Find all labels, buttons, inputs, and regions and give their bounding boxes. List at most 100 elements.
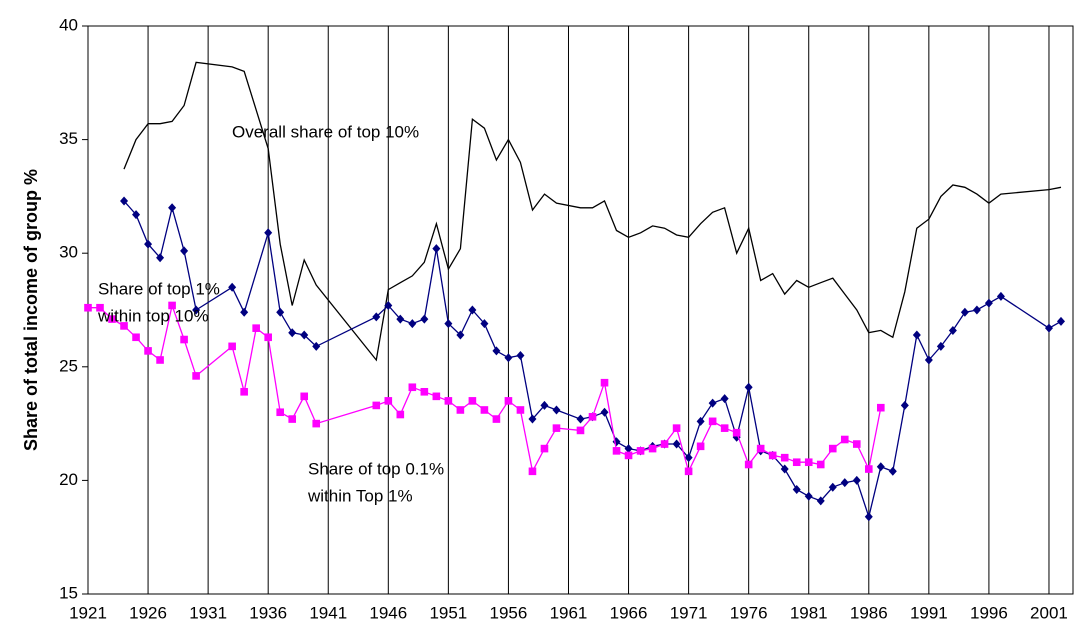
diamond-marker xyxy=(792,484,801,494)
square-marker xyxy=(732,428,741,437)
square-marker xyxy=(456,406,465,414)
square-marker xyxy=(408,383,417,392)
x-tick-label: 1921 xyxy=(69,603,107,622)
diamond-marker xyxy=(408,319,417,329)
square-marker xyxy=(877,403,885,412)
x-tick-label: 1996 xyxy=(970,603,1008,622)
square-marker xyxy=(228,342,236,351)
x-tick-label: 1991 xyxy=(910,603,948,622)
square-marker xyxy=(516,406,525,414)
diamond-marker xyxy=(384,300,393,310)
square-marker xyxy=(276,408,284,417)
diamond-marker xyxy=(156,253,165,263)
x-tick-label: 1976 xyxy=(730,603,768,622)
diamond-marker xyxy=(972,305,981,315)
square-marker xyxy=(192,372,200,380)
square-marker xyxy=(384,397,393,405)
x-tick-label: 1926 xyxy=(129,603,167,622)
diamond-marker xyxy=(876,462,885,472)
x-tick-label: 1986 xyxy=(850,603,888,622)
y-tick-label: 30 xyxy=(59,243,78,262)
y-tick-label: 15 xyxy=(59,583,78,602)
square-marker xyxy=(144,347,152,355)
diamond-marker xyxy=(144,239,153,249)
square-marker xyxy=(576,426,585,435)
square-marker xyxy=(396,410,405,419)
square-marker xyxy=(840,435,849,444)
diamond-marker xyxy=(576,414,585,424)
diamond-marker xyxy=(828,482,837,492)
diamond-marker xyxy=(264,228,273,238)
square-marker xyxy=(864,465,873,473)
diamond-marker xyxy=(948,325,957,335)
annotation: Share of top 0.1% xyxy=(308,459,444,478)
square-marker xyxy=(780,453,789,462)
diamond-marker xyxy=(120,196,129,206)
square-marker xyxy=(84,303,92,312)
x-tick-label: 2001 xyxy=(1030,603,1068,622)
square-marker xyxy=(696,442,705,451)
diamond-marker xyxy=(696,416,705,426)
diamond-marker xyxy=(600,407,609,417)
y-axis-label: Share of total income of group % xyxy=(21,169,41,451)
diamond-marker xyxy=(960,307,969,317)
diamond-marker xyxy=(984,298,993,308)
square-marker xyxy=(372,401,381,410)
square-marker xyxy=(636,447,645,455)
series-line xyxy=(123,61,1062,362)
square-marker xyxy=(264,333,272,342)
x-tick-label: 1951 xyxy=(429,603,467,622)
diamond-marker xyxy=(936,341,945,351)
square-marker xyxy=(432,392,441,401)
diamond-marker xyxy=(900,400,909,410)
square-marker xyxy=(288,415,297,423)
diamond-marker xyxy=(780,464,789,474)
square-marker xyxy=(480,406,489,414)
x-tick-label: 1966 xyxy=(610,603,648,622)
x-tick-label: 1956 xyxy=(490,603,528,622)
diamond-marker xyxy=(372,312,381,322)
x-tick-label: 1931 xyxy=(189,603,227,622)
diamond-marker xyxy=(804,491,813,501)
diamond-marker xyxy=(396,314,405,324)
x-tick-label: 1941 xyxy=(309,603,347,622)
diamond-marker xyxy=(420,314,429,324)
square-marker xyxy=(528,467,537,476)
diamond-marker xyxy=(444,319,453,329)
diamond-marker xyxy=(996,291,1005,301)
annotation: Overall share of top 10% xyxy=(232,122,419,141)
diamond-marker xyxy=(312,341,321,351)
square-marker xyxy=(492,415,501,423)
square-marker xyxy=(240,387,248,396)
y-tick-label: 35 xyxy=(59,129,78,148)
diamond-marker xyxy=(912,330,921,340)
diamond-marker xyxy=(528,414,537,424)
diamond-marker xyxy=(888,466,897,476)
square-marker xyxy=(756,444,765,453)
x-tick-label: 1961 xyxy=(550,603,588,622)
square-marker xyxy=(588,412,597,421)
square-marker xyxy=(420,387,429,396)
diamond-marker xyxy=(168,203,177,213)
square-marker xyxy=(252,324,260,332)
diamond-marker xyxy=(624,444,633,454)
square-marker xyxy=(744,460,753,469)
square-marker xyxy=(828,444,837,453)
square-marker xyxy=(504,397,513,405)
diamond-marker xyxy=(516,350,525,360)
diamond-marker xyxy=(432,244,441,254)
square-marker xyxy=(120,322,128,330)
square-marker xyxy=(540,444,549,453)
diamond-marker xyxy=(744,382,753,392)
y-tick-label: 40 xyxy=(59,15,78,34)
square-marker xyxy=(768,451,777,460)
diamond-marker xyxy=(240,307,249,317)
square-marker xyxy=(156,356,164,364)
square-marker xyxy=(180,335,188,344)
x-tick-label: 1971 xyxy=(670,603,708,622)
square-marker xyxy=(720,424,729,432)
diamond-marker xyxy=(492,346,501,356)
diamond-marker xyxy=(816,496,825,506)
